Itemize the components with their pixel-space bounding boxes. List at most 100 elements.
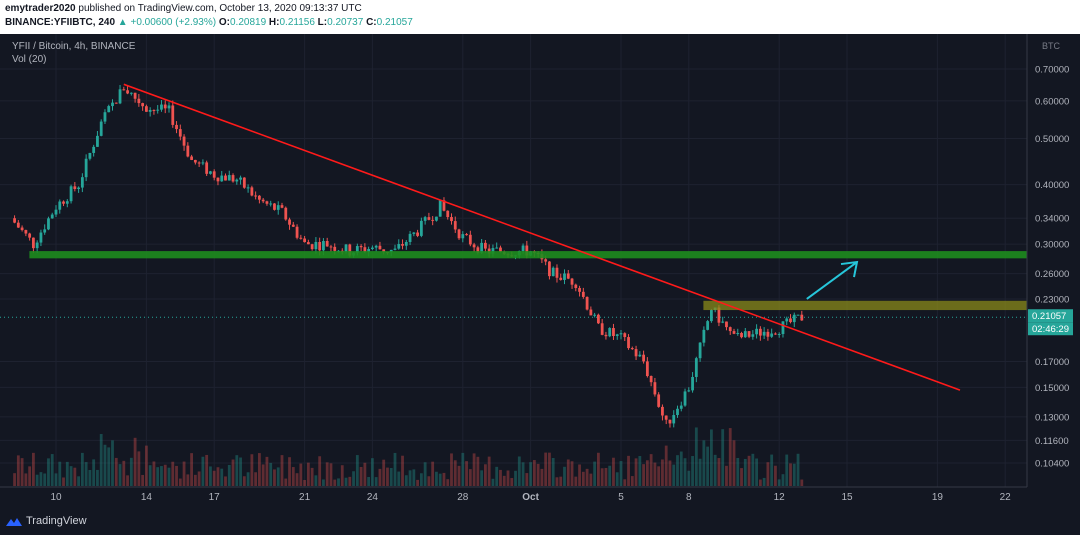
candle-body — [69, 186, 73, 202]
y-tick-label: 0.40000 — [1035, 180, 1069, 191]
y-tick-label: 0.50000 — [1035, 134, 1069, 145]
candle-body — [254, 195, 258, 197]
volume-bar — [442, 472, 446, 486]
volume-legend: Vol (20) — [12, 54, 47, 65]
candle-body — [574, 284, 578, 289]
candle-body — [476, 247, 480, 253]
volume-bar — [574, 476, 578, 486]
candle-body — [762, 331, 766, 336]
candle-body — [39, 232, 43, 243]
volume-bar — [510, 478, 514, 486]
candle-body — [687, 390, 691, 392]
price-chart[interactable]: 0.70000 0.60000 0.50000 0.40000 0.34000 0.300… — [0, 34, 1080, 509]
candle-body — [453, 221, 457, 230]
volume-bar — [284, 478, 288, 486]
candle-body — [175, 124, 178, 130]
volume-bar — [216, 467, 220, 486]
volume-bar — [774, 465, 777, 486]
volume-bar — [111, 440, 114, 486]
candle-body — [333, 246, 337, 251]
candle-body — [717, 307, 721, 323]
volume-bar — [514, 470, 517, 486]
resistance-zone — [703, 300, 1027, 311]
volume-bar — [190, 453, 193, 486]
candle-body — [186, 145, 190, 157]
candle-body — [615, 334, 619, 337]
volume-bar — [378, 468, 382, 486]
volume-bar — [54, 473, 58, 486]
candle-body — [653, 382, 657, 395]
volume-bar — [453, 460, 457, 486]
candle-body — [634, 349, 638, 357]
candle-body — [190, 156, 193, 160]
volume-bar — [619, 461, 623, 486]
candle-body — [107, 106, 111, 113]
volume-bar — [476, 456, 480, 486]
candle-body — [563, 273, 566, 280]
candle-body — [197, 162, 201, 164]
tradingview-logo-icon — [6, 518, 22, 526]
volume-bar — [615, 472, 619, 486]
candle-body — [785, 318, 789, 322]
volume-bar — [306, 462, 310, 486]
candle-body — [92, 146, 96, 153]
volume-bar — [28, 466, 32, 486]
candle-body — [600, 323, 604, 335]
volume-bar — [397, 471, 401, 486]
candle-body — [47, 218, 50, 230]
volume-bar — [672, 464, 676, 486]
candle-body — [99, 121, 103, 136]
volume-bar — [781, 474, 785, 486]
y-tick-label: 0.34000 — [1035, 214, 1069, 225]
candle-body — [789, 318, 792, 323]
high-label: H: — [268, 17, 280, 28]
candle-body — [758, 328, 762, 336]
drawings[interactable] — [29, 83, 1027, 391]
price-axis[interactable]: 0.70000 0.60000 0.50000 0.40000 0.34000 0.300… — [0, 34, 1073, 487]
candle-body — [84, 158, 88, 178]
candle-body — [732, 331, 736, 334]
volume-bar — [193, 474, 197, 486]
chart-pane[interactable]: 0.70000 0.60000 0.50000 0.40000 0.34000 0.300… — [0, 34, 1080, 509]
candle-body — [446, 210, 450, 218]
candle-body — [401, 244, 404, 246]
volume-bar — [698, 458, 702, 486]
candle-body — [32, 237, 35, 249]
ohlc-line: BINANCE:YFIIBTC, 240 ▲ +0.00600 (+2.93%)… — [5, 17, 413, 28]
candle-body — [544, 259, 548, 262]
y-tick-label: 0.70000 — [1035, 65, 1069, 76]
candle-body — [96, 135, 99, 147]
volume-bar — [39, 472, 43, 486]
x-tick-label: 10 — [50, 492, 62, 503]
currency-label: BTC — [1042, 41, 1061, 51]
volume-bar — [755, 458, 758, 486]
candle-body — [781, 321, 785, 335]
candle-body — [423, 217, 427, 221]
candle-body — [126, 90, 129, 94]
candle-body — [608, 328, 612, 337]
volume-bar — [314, 475, 318, 486]
candle-body — [355, 246, 359, 253]
volume-bar — [141, 474, 145, 486]
countdown-badge — [1028, 322, 1073, 336]
candle-body — [698, 342, 702, 359]
volume-bar — [359, 466, 363, 486]
volume-bar — [254, 472, 258, 486]
volume-bar — [325, 462, 329, 486]
candle-body — [156, 109, 160, 111]
candle-body — [273, 203, 276, 210]
volume-bar — [725, 465, 728, 486]
volume-bar — [389, 467, 393, 486]
volume-bar — [269, 462, 273, 486]
candle-body — [295, 226, 299, 238]
volume-bar — [687, 470, 691, 486]
volume-bar — [465, 461, 468, 486]
publisher-name[interactable]: emytrader2020 — [5, 3, 76, 14]
time-axis[interactable]: 10 14 17 21 24 28 Oct 5 8 12 15 19 22 — [0, 486, 1027, 503]
volume-bar — [24, 473, 28, 486]
close-label: C: — [366, 17, 377, 28]
y-tick-label: 0.17000 — [1035, 357, 1069, 368]
volume-bar — [491, 478, 495, 486]
volume-bar — [92, 459, 96, 486]
volume-bar — [201, 456, 205, 486]
